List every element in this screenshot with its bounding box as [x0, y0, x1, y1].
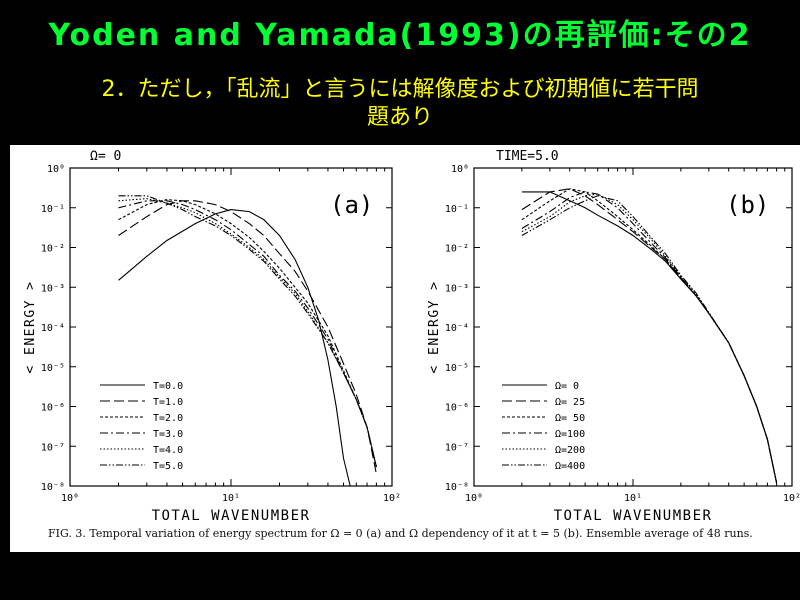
panel-b-series-6: [521, 195, 778, 484]
panel-a-series-5: [118, 198, 377, 468]
panel-b-ylabel: < ENERGY >: [427, 280, 442, 373]
panel-a-ylabel: < ENERGY >: [23, 280, 38, 373]
panel-a-ytick-label: 10⁻²: [41, 244, 65, 255]
panel-a-ytick-label: 10⁻³: [41, 283, 65, 294]
panel-a-series-1: [118, 209, 351, 487]
panel-b-xtick-label: 10¹: [624, 493, 642, 504]
panel-b-ytick-label: 10⁻⁶: [445, 403, 469, 414]
panel-a-xtick-label: 10⁰: [61, 493, 79, 504]
panel-a-legend-label: T=5.0: [153, 461, 183, 472]
panel-a-legend-label: T=4.0: [153, 445, 183, 456]
panel-a-ytick-label: 10⁻⁶: [41, 403, 65, 414]
panel-a-legend-label: T=0.0: [153, 381, 183, 392]
panel-b-ytick-label: 10⁻²: [445, 244, 469, 255]
panel-b-xtick-label: 10²: [783, 493, 800, 504]
panel-b-ytick-label: 10⁻⁸: [445, 482, 469, 493]
panel-a-ytick-label: 10⁻⁴: [41, 323, 65, 334]
subtitle-line-1: 2．ただし，「乱流」と言うには解像度および初期値に若干問: [101, 77, 699, 102]
panel-b-legend-label: Ω= 50: [555, 413, 585, 424]
panel-b-ytick-label: 10⁰: [451, 164, 469, 175]
panel-b-xtick-label: 10⁰: [465, 493, 483, 504]
panel-a-title: Ω= 0: [90, 149, 121, 164]
slide-subtitle: 2．ただし，「乱流」と言うには解像度および初期値に若干問 題あり: [0, 76, 800, 132]
panel-b-legend-label: Ω=100: [555, 429, 585, 440]
slide-title: Yoden and Yamada(1993)の再評価:その2: [48, 18, 752, 53]
panel-b-ytick-label: 10⁻⁴: [445, 323, 469, 334]
panel-b-ytick-label: 10⁻³: [445, 283, 469, 294]
figure-panel: 10⁻⁸ 10⁻⁷ 10⁻⁶ 10⁻⁵ 10⁻⁴ 10⁻³ 10⁻² 10⁻¹ 10⁰ 10⁰ 10…: [10, 145, 800, 552]
panel-b-series-3: [521, 188, 778, 484]
panel-a-ytick-label: 10⁻⁷: [41, 442, 65, 453]
panel-b-xlabel: TOTAL WAVENUMBER: [554, 508, 713, 524]
panel-a-legend-label: T=3.0: [153, 429, 183, 440]
panel-b-label: (b): [726, 191, 769, 219]
panel-a-xtick-label: 10¹: [222, 493, 240, 504]
panel-a-series-4: [118, 200, 377, 468]
panel-a-legend-label: T=1.0: [153, 397, 183, 408]
subtitle-line-2: 題あり: [366, 105, 433, 130]
panel-a-xtick-label: 10²: [383, 493, 401, 504]
panel-b-legend-label: Ω=200: [555, 445, 585, 456]
panel-a-legend: T=0.0 T=1.0 T=2.0 T=3.0 T=4.0 T=5.0: [100, 381, 183, 472]
panel-a: 10⁻⁸ 10⁻⁷ 10⁻⁶ 10⁻⁵ 10⁻⁴ 10⁻³ 10⁻² 10⁻¹ 10⁰ 10⁰ 10…: [23, 149, 401, 524]
panel-b-ytick-label: 10⁻¹: [445, 204, 469, 215]
panel-a-xlabel: TOTAL WAVENUMBER: [152, 508, 311, 524]
panel-b-legend-label: Ω=400: [555, 461, 585, 472]
panel-a-series-3: [118, 199, 377, 468]
panel-a-ytick-label: 10⁰: [47, 164, 65, 175]
panel-b-legend-label: Ω= 25: [555, 397, 585, 408]
panel-b-ytick-label: 10⁻⁵: [445, 363, 469, 374]
panel-a-legend-label: T=2.0: [153, 413, 183, 424]
panel-b-title: TIME=5.0: [496, 149, 559, 164]
panel-a-ytick-label: 10⁻⁵: [41, 363, 65, 374]
panel-b-ytick-label: 10⁻⁷: [445, 442, 469, 453]
panel-b-legend-label: Ω= 0: [555, 381, 579, 392]
panel-a-ytick-label: 10⁻¹: [41, 204, 65, 215]
panel-b-legend: Ω= 0 Ω= 25 Ω= 50 Ω=100 Ω=200 Ω=400: [502, 381, 585, 472]
panel-a-series-6: [118, 195, 377, 468]
figure-caption: FIG. 3. Temporal variation of energy spe…: [48, 527, 753, 540]
panel-b-series-5: [521, 193, 778, 484]
panel-b: 10⁻⁸ 10⁻⁷ 10⁻⁶ 10⁻⁵ 10⁻⁴ 10⁻³ 10⁻² 10⁻¹ 10⁰ 10⁰ 10…: [427, 149, 800, 524]
panel-a-label: (a): [330, 191, 373, 219]
panel-a-ytick-label: 10⁻⁸: [41, 482, 65, 493]
panel-a-series-2: [118, 200, 377, 475]
